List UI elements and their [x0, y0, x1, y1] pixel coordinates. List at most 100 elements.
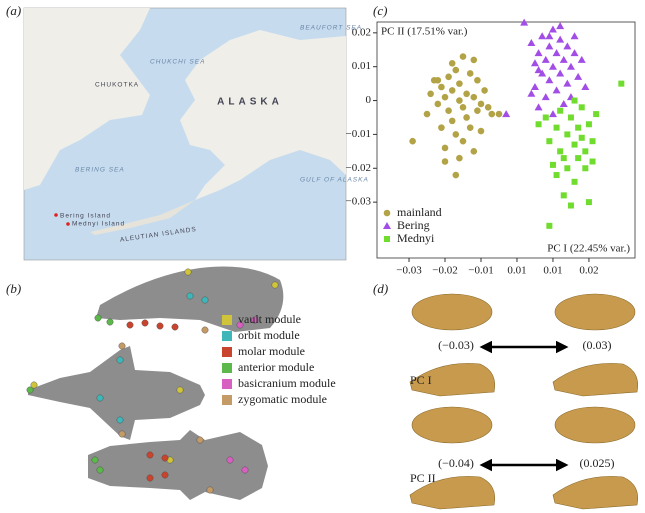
point	[548, 62, 557, 70]
pc-label: PC II	[410, 471, 436, 485]
x-tick-label: −0.03	[396, 265, 422, 277]
landmark	[201, 326, 209, 334]
point	[535, 121, 542, 128]
map-label: GULF OF ALASKA	[300, 177, 369, 184]
point	[448, 117, 456, 125]
point	[534, 66, 543, 74]
point	[556, 69, 565, 77]
point	[520, 18, 529, 26]
point	[563, 79, 572, 87]
point	[456, 80, 463, 87]
point	[582, 148, 589, 155]
legend-label: molar module	[238, 344, 305, 358]
point	[466, 124, 474, 131]
point	[545, 76, 554, 84]
point	[459, 137, 467, 145]
point	[560, 155, 567, 162]
panel-label: (a)	[6, 3, 21, 18]
landmark	[26, 386, 34, 394]
map: Bering Island	[23, 7, 347, 261]
map-label: ALASKA	[217, 97, 283, 108]
pc-low: (−0.03)	[438, 338, 474, 352]
x-tick-label: 0.01	[543, 265, 562, 277]
point	[566, 62, 575, 70]
map-label: CHUKOTKA	[95, 82, 139, 89]
pc-low: (−0.04)	[438, 456, 474, 470]
landmark	[116, 416, 124, 424]
point	[441, 158, 449, 165]
point	[423, 110, 431, 118]
point	[463, 90, 470, 98]
point	[459, 53, 467, 60]
point	[577, 55, 586, 63]
x-tick-label: −0.02	[432, 265, 457, 277]
pc-high: (0.025)	[580, 456, 615, 470]
point	[556, 35, 565, 43]
landmark	[30, 381, 38, 389]
island-dot	[54, 213, 58, 217]
map-label: Bering Island	[60, 213, 111, 220]
point	[553, 124, 560, 131]
legend-marker	[383, 209, 391, 217]
map-label: CHUKCHI SEA	[150, 59, 205, 66]
point	[582, 165, 589, 172]
legend-label: mainland	[397, 205, 442, 219]
landmark	[171, 323, 179, 331]
landmark	[141, 319, 149, 327]
point	[546, 138, 553, 145]
point	[571, 97, 578, 104]
point	[593, 111, 600, 118]
legend-swatch	[222, 331, 232, 341]
landmark	[196, 436, 204, 444]
landmark	[116, 356, 124, 364]
point	[438, 83, 445, 91]
y-tick-label: −0.03	[346, 196, 372, 208]
point	[452, 66, 460, 74]
map-label: BERING SEA	[75, 167, 125, 174]
point	[557, 107, 564, 114]
point	[448, 60, 456, 67]
landmark	[186, 292, 194, 300]
point	[452, 131, 460, 138]
point	[549, 161, 556, 168]
landmark	[271, 281, 279, 289]
point	[441, 144, 449, 152]
point	[470, 148, 478, 155]
landmark	[118, 342, 126, 350]
point	[481, 87, 488, 94]
point	[563, 42, 572, 50]
point	[585, 199, 592, 206]
legend-swatch	[222, 315, 232, 325]
point	[445, 73, 452, 81]
legend-marker	[384, 236, 390, 242]
point	[452, 171, 460, 179]
point	[552, 49, 561, 57]
point	[470, 93, 478, 101]
point	[438, 124, 445, 131]
landmark	[184, 268, 192, 276]
point	[456, 154, 463, 162]
point	[618, 80, 625, 87]
point	[434, 76, 442, 84]
legend-label: Mednyi	[397, 231, 435, 245]
point	[477, 127, 485, 135]
point	[548, 25, 557, 33]
point	[459, 104, 467, 111]
point	[571, 141, 578, 148]
legend-label: zygomatic module	[238, 392, 327, 406]
pc-high: (0.03)	[583, 338, 612, 352]
landmark	[206, 486, 214, 494]
legend-swatch	[222, 363, 232, 373]
legend-label: anterior module	[238, 360, 314, 374]
point	[474, 76, 481, 84]
legend-swatch	[222, 347, 232, 357]
y-tick-label: 0.01	[352, 60, 371, 72]
island-dot	[66, 222, 70, 226]
point	[463, 114, 470, 121]
landmark	[106, 318, 114, 326]
landmark	[176, 386, 184, 394]
legend-label: vault module	[238, 312, 301, 326]
landmark	[236, 321, 244, 329]
point	[474, 107, 481, 115]
